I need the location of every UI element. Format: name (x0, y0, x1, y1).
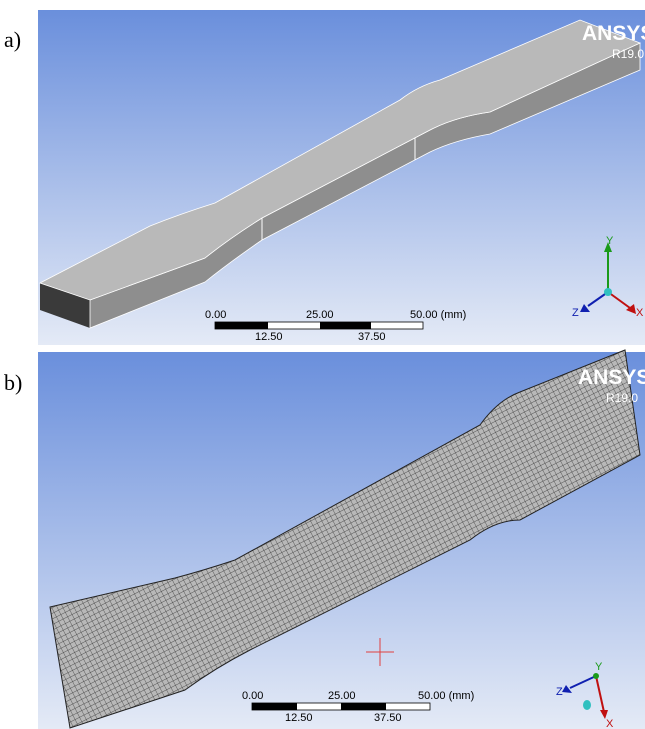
axis-label: Y (595, 661, 603, 673)
axis-label: Z (572, 307, 579, 319)
scale-label: 25.00 (306, 309, 334, 321)
scale-label: 37.50 (358, 331, 386, 343)
scale-label: 50.00 (mm) (410, 309, 466, 321)
scale-label: 0.00 (205, 309, 226, 321)
ansys-version: R19.0 (612, 47, 644, 61)
scale-bar: 0.00 25.00 50.00 (mm) 12.50 37.50 (242, 690, 474, 724)
scale-label: 37.50 (374, 712, 402, 724)
scale-label: 0.00 (242, 690, 263, 702)
panel-label: a) (4, 27, 21, 52)
axis-label: X (606, 718, 614, 729)
scale-bar: 0.00 25.00 50.00 (mm) 12.50 37.50 (205, 309, 466, 343)
scale-label: 12.50 (255, 331, 283, 343)
axis-label: Y (606, 235, 614, 247)
ansys-logo: ANSYS (578, 366, 645, 389)
specimen-3d (38, 19, 642, 329)
axis-label: X (636, 307, 644, 319)
scale-label: 50.00 (mm) (418, 690, 474, 702)
crosshair (366, 638, 394, 666)
specimen-mesh (49, 349, 641, 729)
scale-label: 12.50 (285, 712, 313, 724)
ansys-logo: ANSYS (582, 22, 645, 45)
axis-label: Z (556, 686, 563, 698)
scale-label: 25.00 (328, 690, 356, 702)
panel-label: b) (4, 370, 22, 395)
axis-triad: Y Z X (556, 661, 614, 729)
ansys-version: R19.0 (606, 391, 638, 405)
axis-triad: Y Z X (572, 235, 644, 319)
